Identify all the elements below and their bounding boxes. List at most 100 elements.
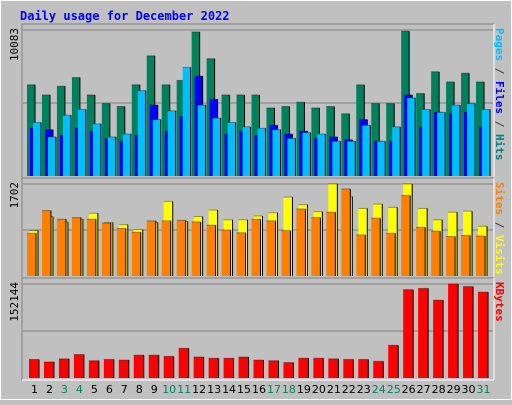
bar-sites-18 [281, 230, 291, 276]
day-label: 20 [312, 383, 326, 396]
legend-entry: Files [493, 81, 506, 114]
bar-sites-16 [251, 218, 262, 276]
bar-pages-8 [137, 90, 147, 176]
bar-pages-13 [212, 117, 222, 176]
day-label: 2 [46, 383, 53, 396]
bar-sites-30 [461, 234, 471, 276]
bar-sites-4 [71, 217, 82, 276]
bar-kbytes-19 [298, 357, 309, 378]
day-label: 5 [91, 383, 98, 396]
legend-entry: Visits [493, 235, 506, 275]
bar-pages-7 [122, 133, 132, 176]
day-label: 24 [372, 383, 386, 396]
bar-sites-24 [371, 217, 381, 276]
bar-kbytes-25 [388, 344, 399, 378]
bar-pages-11 [182, 66, 192, 176]
legend-entry: Sites [493, 182, 506, 215]
bar-sites-6 [101, 222, 112, 276]
bar-kbytes-11 [178, 347, 190, 378]
bar-sites-5 [86, 218, 97, 276]
day-label: 31 [477, 383, 491, 396]
day-label: 9 [151, 383, 158, 396]
legend-entry: KBytes [493, 282, 506, 322]
bar-sites-27 [416, 226, 426, 276]
bar-kbytes-9 [148, 354, 160, 378]
chart-title: Daily usage for December 2022 [20, 9, 230, 23]
day-label: 12 [192, 383, 206, 396]
bar-kbytes-27 [418, 287, 429, 378]
bar-pages-31 [482, 108, 491, 176]
bar-sites-2 [41, 210, 52, 276]
bar-pages-21 [332, 140, 341, 176]
ymax-label: 1702 [8, 182, 21, 209]
day-label: 22 [342, 383, 356, 396]
day-label: 25 [387, 383, 401, 396]
bar-sites-20 [311, 217, 321, 276]
day-label: 30 [462, 383, 476, 396]
bar-pages-10 [167, 110, 177, 176]
bar-pages-24 [377, 140, 386, 176]
bar-kbytes-26 [403, 289, 414, 378]
ymax-label: 10083 [8, 28, 21, 61]
bar-pages-2 [47, 136, 57, 176]
day-label: 14 [222, 383, 236, 396]
day-label: 17 [267, 383, 281, 396]
bar-pages-19 [302, 132, 311, 176]
day-label: 21 [327, 383, 341, 396]
day-label: 4 [76, 383, 83, 396]
bar-sites-1 [27, 232, 37, 276]
bar-pages-17 [272, 129, 281, 176]
ymax-label: 152144 [8, 282, 21, 322]
bar-pages-3 [62, 114, 72, 176]
bar-pages-9 [152, 119, 162, 176]
bar-pages-16 [257, 127, 267, 176]
day-label: 3 [61, 383, 68, 396]
bar-pages-25 [392, 126, 401, 176]
bar-pages-18 [287, 137, 296, 176]
bar-sites-14 [221, 229, 232, 276]
bar-kbytes-20 [313, 357, 324, 378]
legend-entry: / [493, 215, 506, 235]
day-label: 16 [252, 383, 266, 396]
legend-entry: / [493, 61, 506, 81]
bar-kbytes-21 [328, 358, 339, 378]
bar-kbytes-5 [88, 360, 100, 378]
day-label: 13 [207, 383, 221, 396]
bar-sites-7 [116, 227, 127, 276]
bar-kbytes-8 [133, 354, 145, 378]
bar-pages-29 [452, 104, 461, 176]
day-label: 6 [106, 383, 113, 396]
bar-pages-26 [407, 97, 416, 176]
bar-pages-20 [317, 133, 326, 176]
bar-sites-25 [386, 232, 396, 276]
bar-sites-8 [131, 231, 142, 276]
series-legend: KBytes [493, 282, 506, 322]
series-legend: Pages / Files / Hits [493, 28, 506, 161]
bar-kbytes-24 [373, 360, 384, 378]
legend-entry: Hits [493, 134, 506, 161]
bar-kbytes-15 [238, 356, 250, 378]
day-label: 19 [297, 383, 311, 396]
bar-pages-27 [422, 108, 431, 176]
bar-pages-4 [77, 108, 87, 176]
bar-kbytes-7 [118, 359, 130, 378]
legend-entry: Pages [493, 28, 506, 61]
series-legend: Sites / Visits [493, 182, 506, 275]
bar-sites-26 [401, 194, 411, 276]
day-label: 27 [417, 383, 431, 396]
bar-kbytes-31 [478, 291, 489, 378]
day-label: 1 [31, 383, 38, 396]
day-labels: 1 2 3 4 5 6 7 8 9 10 11 12 13 14 15 16 17 18 19 20 21 22 23 24 2… [31, 383, 491, 396]
bar-sites-11 [176, 219, 187, 276]
bar-kbytes-2 [43, 361, 55, 378]
bar-kbytes-16 [253, 359, 265, 378]
bar-sites-9 [146, 220, 157, 276]
day-label: 23 [357, 383, 371, 396]
bar-sites-12 [191, 221, 202, 276]
bar-kbytes-3 [58, 358, 70, 378]
bar-sites-15 [236, 232, 247, 276]
bar-kbytes-28 [433, 299, 444, 378]
bar-pages-22 [347, 140, 356, 176]
day-label: 28 [432, 383, 446, 396]
bar-pages-5 [92, 123, 102, 176]
